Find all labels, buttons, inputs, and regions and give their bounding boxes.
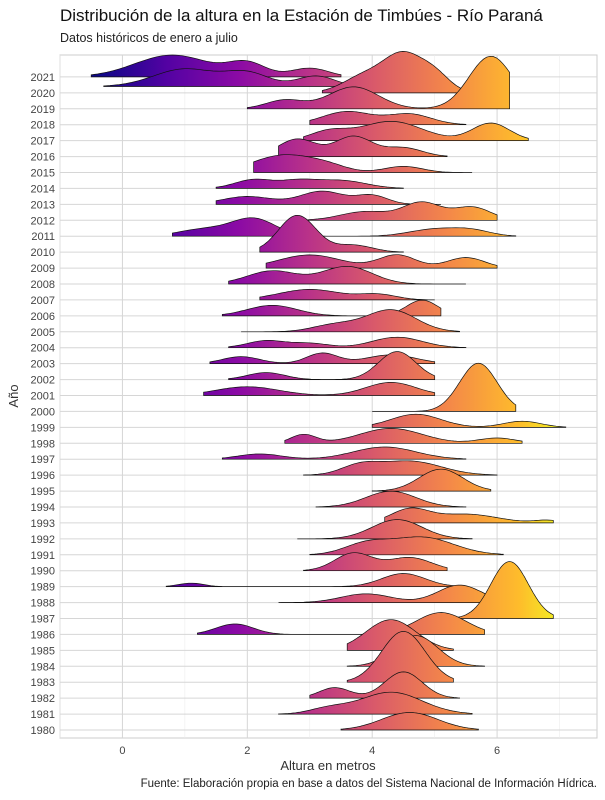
y-tick-label: 1993	[31, 518, 55, 530]
x-tick-label: 6	[494, 745, 500, 757]
y-tick-label: 1988	[31, 598, 55, 610]
ridge-2006	[221, 299, 442, 317]
y-tick-label: 2018	[31, 120, 55, 132]
ridge-2020	[321, 51, 473, 94]
y-tick-label: 1980	[31, 725, 55, 737]
ridge-2008	[228, 265, 466, 285]
y-tick-label: 2021	[31, 72, 55, 84]
chart-caption: Fuente: Elaboración propia en base a dat…	[140, 778, 597, 790]
ridge-2004	[228, 336, 467, 349]
y-tick-label: 1985	[31, 645, 55, 657]
chart-subtitle: Datos históricos de enero a julio	[60, 31, 238, 45]
ridge-1983	[346, 631, 454, 683]
y-tick-label: 2004	[31, 343, 55, 355]
y-axis-title: Año	[6, 384, 21, 407]
ridge-2014	[215, 178, 404, 189]
ridge-2021	[90, 54, 342, 78]
y-tick-label: 2016	[31, 152, 55, 164]
ridge-2011	[172, 217, 517, 237]
y-tick-label: 2012	[31, 215, 55, 227]
y-tick-label: 2008	[31, 279, 55, 291]
chart-title: Distribución de la altura en la Estación…	[60, 6, 543, 25]
y-tick-label: 2009	[31, 263, 55, 275]
ridge-2016	[278, 135, 448, 157]
y-tick-label: 2010	[31, 247, 55, 259]
y-tick-label: 2014	[31, 183, 55, 195]
y-tick-label: 1984	[31, 661, 55, 673]
ridge-1998	[284, 428, 523, 444]
y-tick-label: 1982	[31, 693, 55, 705]
y-tick-label: 2020	[31, 88, 55, 100]
ridge-2021b	[103, 68, 354, 87]
ridge-2001	[203, 382, 436, 396]
y-tick-label: 1999	[31, 422, 55, 434]
ridge-2019	[246, 55, 510, 110]
y-tick-label: 2013	[31, 199, 55, 211]
y-tick-label: 2002	[31, 375, 55, 387]
ridge-1994	[315, 490, 467, 508]
ridge-2009	[265, 254, 498, 269]
ridge-1988	[278, 584, 504, 603]
x-tick-label: 0	[119, 745, 125, 757]
y-tick-label: 2019	[31, 104, 55, 116]
y-tick-label: 1994	[31, 502, 55, 514]
y-tick-label: 2005	[31, 327, 55, 339]
y-tick-label: 1992	[31, 534, 55, 546]
y-tick-label: 1987	[31, 614, 55, 626]
y-tick-label: 2000	[31, 406, 55, 418]
y-tick-label: 1981	[31, 709, 55, 721]
y-tick-label: 1989	[31, 582, 55, 594]
ridges	[90, 51, 567, 731]
ridge-1987	[453, 561, 554, 619]
y-tick-label: 1995	[31, 486, 55, 498]
ridge-1995	[371, 468, 492, 492]
ridge-2012	[303, 201, 498, 221]
ridge-1989	[165, 573, 467, 587]
y-tick-label: 2003	[31, 359, 55, 371]
y-tick-label: 1998	[31, 438, 55, 450]
ridge-2005	[241, 309, 460, 333]
x-tick-label: 4	[369, 745, 375, 757]
ridge-1990	[303, 552, 448, 572]
ridge-2015	[253, 154, 473, 173]
ridge-2018	[309, 111, 467, 126]
y-tick-label: 2017	[31, 136, 55, 148]
y-tick-label: 1986	[31, 629, 55, 641]
x-tick-label: 2	[244, 745, 250, 757]
ridge-1986	[197, 612, 485, 635]
y-tick-label: 1996	[31, 470, 55, 482]
y-tick-label: 2015	[31, 168, 55, 180]
ridge-1981	[278, 691, 473, 715]
y-tick-label: 1983	[31, 677, 55, 689]
ridge-1999	[371, 413, 567, 428]
x-tick-labels: 0 2 4 6	[119, 745, 500, 757]
ridge-2010	[259, 214, 404, 253]
y-tick-label: 1990	[31, 566, 55, 578]
ridge-1980	[340, 712, 479, 731]
ridge-1992	[297, 519, 473, 540]
y-tick-labels: 1980 1981 1982 1983 1984 1985 1986 1987 1988 1989…	[31, 72, 55, 737]
ridge-1991	[309, 536, 504, 556]
ridge-2002	[228, 351, 436, 380]
plot-panel	[59, 54, 598, 739]
ridge-2013	[215, 190, 441, 205]
y-tick-label: 2007	[31, 295, 55, 307]
y-tick-label: 2001	[31, 391, 55, 403]
ridge-2017	[303, 120, 529, 141]
ridge-1993	[384, 507, 554, 524]
y-tick-label: 2011	[31, 231, 55, 243]
y-tick-label: 1991	[31, 550, 55, 562]
ridge-1982	[309, 671, 460, 699]
y-tick-label: 1997	[31, 454, 55, 466]
y-tick-label: 2006	[31, 311, 55, 323]
x-axis-title: Altura en metros	[280, 758, 376, 773]
ridge-1997	[221, 446, 467, 460]
ridge-2000	[372, 362, 517, 412]
ridge-2007	[259, 289, 435, 301]
